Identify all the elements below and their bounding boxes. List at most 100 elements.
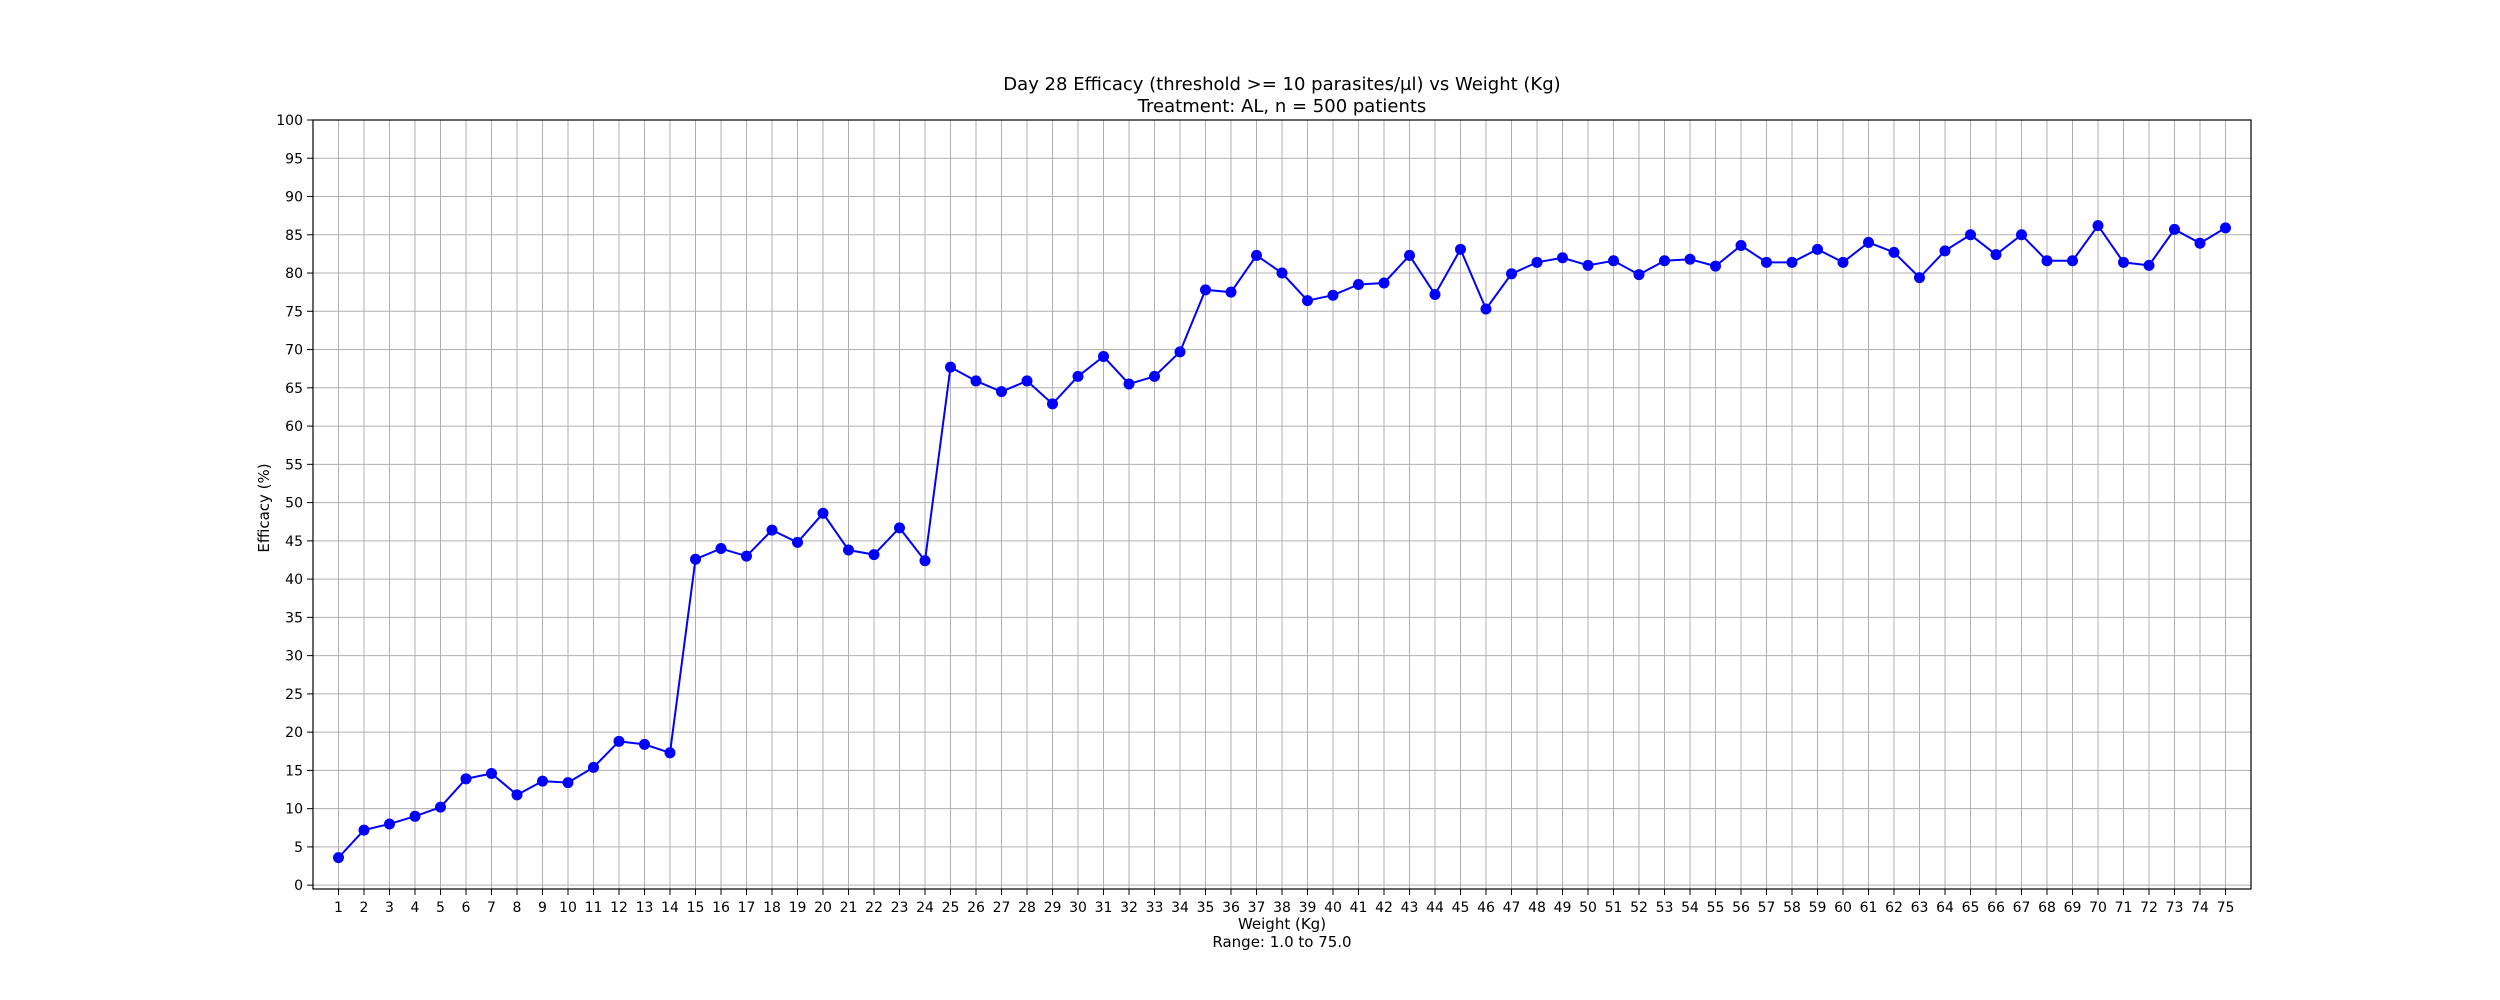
data-point [1353, 279, 1364, 291]
x-tick-label: 3 [385, 900, 394, 916]
data-point [1480, 303, 1492, 315]
x-tick-label: 68 [2038, 900, 2056, 916]
data-point [1710, 260, 1721, 272]
data-point [1965, 229, 1976, 241]
plot-frame [312, 119, 2252, 890]
x-tick-label: 10 [559, 900, 577, 916]
x-tick-label: 11 [585, 900, 603, 916]
x-tick-label: 69 [2064, 900, 2082, 916]
data-point [1659, 255, 1670, 267]
data-point [2143, 259, 2155, 271]
x-tick-label: 61 [1860, 900, 1878, 916]
data-point [1174, 346, 1186, 358]
x-tick-label: 9 [538, 900, 547, 916]
data-point [1582, 259, 1594, 271]
data-point [1837, 256, 1849, 268]
data-point [970, 375, 982, 387]
x-tick-label: 33 [1146, 900, 1164, 916]
y-tick-label: 85 [285, 228, 303, 244]
data-point [894, 522, 905, 534]
y-tick-label: 40 [285, 572, 303, 588]
y-tick-label: 50 [285, 496, 303, 512]
data-point [435, 801, 446, 813]
x-tick-label: 21 [840, 900, 858, 916]
x-tick-label: 34 [1171, 900, 1189, 916]
y-tick-label: 25 [285, 687, 303, 703]
data-point [358, 824, 370, 836]
x-tick-label: 7 [487, 900, 496, 916]
data-point [639, 738, 650, 750]
data-point [1531, 256, 1543, 268]
y-tick-label: 20 [285, 725, 303, 741]
data-point [945, 361, 956, 373]
data-point [996, 386, 1007, 398]
y-tick-label: 65 [285, 381, 303, 397]
data-point [1455, 243, 1466, 255]
data-point [741, 550, 752, 562]
data-point [1990, 249, 2002, 261]
x-tick-label: 60 [1834, 900, 1852, 916]
data-point [511, 789, 523, 801]
x-tick-label: 15 [687, 900, 705, 916]
data-point [1812, 243, 1823, 255]
x-tick-label: 14 [661, 900, 679, 916]
x-tick-label: 63 [1911, 900, 1929, 916]
data-point [1276, 267, 1288, 279]
x-tick-label: 31 [1095, 900, 1113, 916]
data-point [2118, 256, 2129, 268]
x-tick-label: 16 [712, 900, 730, 916]
data-point [1684, 253, 1696, 265]
x-tick-label: 57 [1758, 900, 1776, 916]
y-tick-label: 15 [285, 763, 303, 779]
x-tick-label: 29 [1044, 900, 1062, 916]
data-point [1098, 350, 1109, 362]
data-point [1251, 249, 1262, 261]
x-tick-label: 73 [2166, 900, 2184, 916]
x-tick-label: 20 [814, 900, 832, 916]
x-tick-label: 12 [610, 900, 628, 916]
data-point [792, 536, 803, 548]
data-point [664, 747, 676, 759]
x-tick-label: 28 [1018, 900, 1036, 916]
x-tick-label: 35 [1197, 900, 1215, 916]
x-tick-label: 41 [1350, 900, 1368, 916]
x-tick-label: 4 [411, 900, 420, 916]
x-tick-label: 74 [2191, 900, 2209, 916]
data-point [1914, 272, 1925, 284]
data-point [333, 852, 344, 864]
x-tick-label: 65 [1962, 900, 1980, 916]
data-point [2169, 223, 2180, 235]
x-tick-label: 49 [1554, 900, 1572, 916]
x-tick-label: 18 [763, 900, 781, 916]
x-tick-label: 8 [513, 900, 522, 916]
x-tick-label: 66 [1987, 900, 2005, 916]
x-tick-label: 75 [2217, 900, 2235, 916]
data-point [562, 777, 574, 789]
grid [313, 119, 2251, 889]
x-tick-label: 45 [1452, 900, 1470, 916]
data-point [1888, 246, 1900, 258]
y-tick-label: 95 [285, 151, 303, 167]
data-point [2041, 255, 2053, 267]
x-tick-label: 36 [1222, 900, 1240, 916]
data-point [1735, 239, 1747, 251]
data-point [613, 735, 625, 747]
x-tick-label: 5 [436, 900, 445, 916]
x-tick-label: 43 [1401, 900, 1419, 916]
data-point [2016, 229, 2027, 241]
x-tick-label: 27 [993, 900, 1011, 916]
data-point [2220, 222, 2231, 234]
data-point [1225, 286, 1237, 298]
data-point [409, 810, 421, 822]
x-tick-label: 23 [891, 900, 909, 916]
data-point [1021, 375, 1033, 387]
y-tick-label: 5 [294, 840, 303, 856]
data-point [460, 773, 472, 785]
data-point [384, 818, 395, 830]
data-point [537, 775, 548, 787]
x-tick-label: 62 [1885, 900, 1903, 916]
y-tick-label: 45 [285, 534, 303, 550]
data-point [1302, 295, 1313, 307]
x-tick-label: 53 [1656, 900, 1674, 916]
